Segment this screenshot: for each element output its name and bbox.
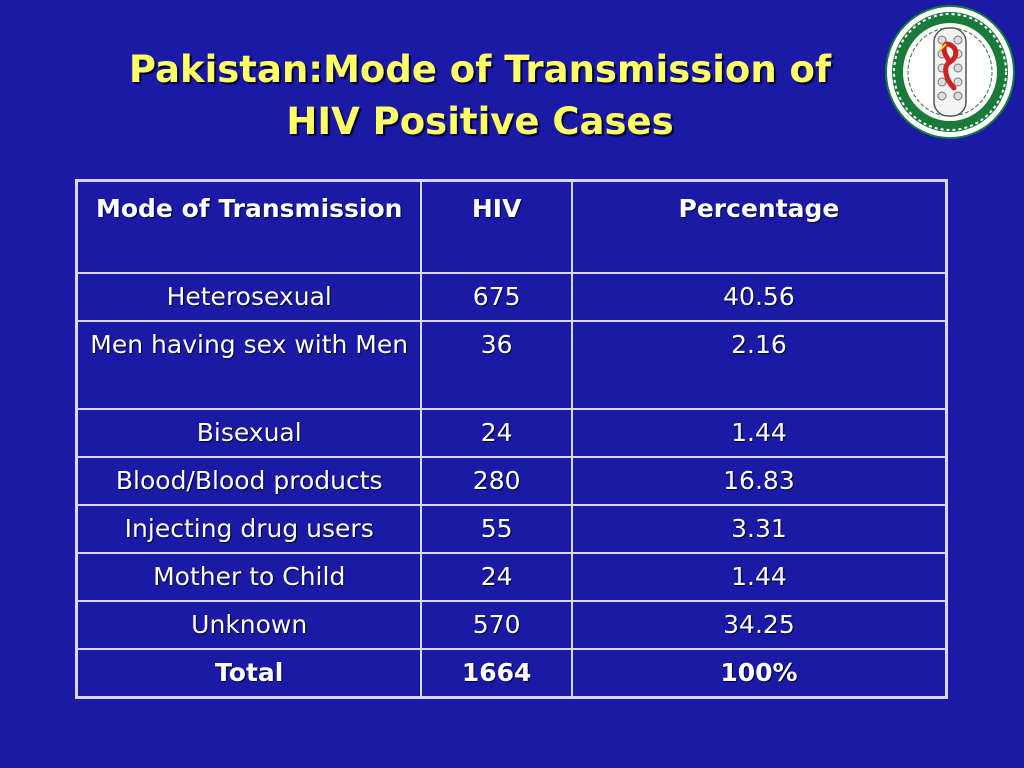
table-row: Mother to Child 24 1.44 bbox=[75, 552, 948, 602]
table-row: Heterosexual 675 40.56 bbox=[75, 272, 948, 322]
cell-percentage: 1.44 bbox=[570, 552, 948, 602]
header-percentage: Percentage bbox=[570, 179, 948, 274]
table-row: Injecting drug users 55 3.31 bbox=[75, 504, 948, 554]
total-label: Total bbox=[75, 648, 423, 699]
cell-percentage: 1.44 bbox=[570, 408, 948, 458]
cell-hiv: 24 bbox=[420, 552, 573, 602]
cell-hiv: 24 bbox=[420, 408, 573, 458]
cell-mode: Bisexual bbox=[75, 408, 423, 458]
cell-mode: Men having sex with Men bbox=[75, 320, 423, 410]
cell-hiv: 280 bbox=[420, 456, 573, 506]
table-total-row: Total 1664 100% bbox=[75, 648, 948, 699]
transmission-table: Mode of Transmission HIV Percentage Hete… bbox=[75, 179, 948, 699]
cell-mode: Heterosexual bbox=[75, 272, 423, 322]
cell-percentage: 40.56 bbox=[570, 272, 948, 322]
cell-percentage: 3.31 bbox=[570, 504, 948, 554]
cell-mode: Mother to Child bbox=[75, 552, 423, 602]
header-mode: Mode of Transmission bbox=[75, 179, 423, 274]
table-row: Unknown 570 34.25 bbox=[75, 600, 948, 650]
slide-title: Pakistan:Mode of Transmission of HIV Pos… bbox=[60, 44, 900, 148]
cell-mode: Blood/Blood products bbox=[75, 456, 423, 506]
cell-percentage: 2.16 bbox=[570, 320, 948, 410]
cell-hiv: 55 bbox=[420, 504, 573, 554]
total-hiv: 1664 bbox=[420, 648, 573, 699]
table-row: Blood/Blood products 280 16.83 bbox=[75, 456, 948, 506]
header-hiv: HIV bbox=[420, 179, 573, 274]
cell-hiv: 675 bbox=[420, 272, 573, 322]
table-header-row: Mode of Transmission HIV Percentage bbox=[75, 179, 948, 274]
slide-title-line-1: Pakistan:Mode of Transmission of bbox=[128, 48, 832, 91]
cell-mode: Injecting drug users bbox=[75, 504, 423, 554]
cell-hiv: 36 bbox=[420, 320, 573, 410]
total-percentage: 100% bbox=[570, 648, 948, 699]
cell-percentage: 34.25 bbox=[570, 600, 948, 650]
table-row: Bisexual 24 1.44 bbox=[75, 408, 948, 458]
cell-mode: Unknown bbox=[75, 600, 423, 650]
table-row: Men having sex with Men 36 2.16 bbox=[75, 320, 948, 410]
slide-title-line-2: HIV Positive Cases bbox=[286, 100, 674, 143]
cell-percentage: 16.83 bbox=[570, 456, 948, 506]
emblem-seal-icon bbox=[885, 5, 1015, 139]
cell-hiv: 570 bbox=[420, 600, 573, 650]
